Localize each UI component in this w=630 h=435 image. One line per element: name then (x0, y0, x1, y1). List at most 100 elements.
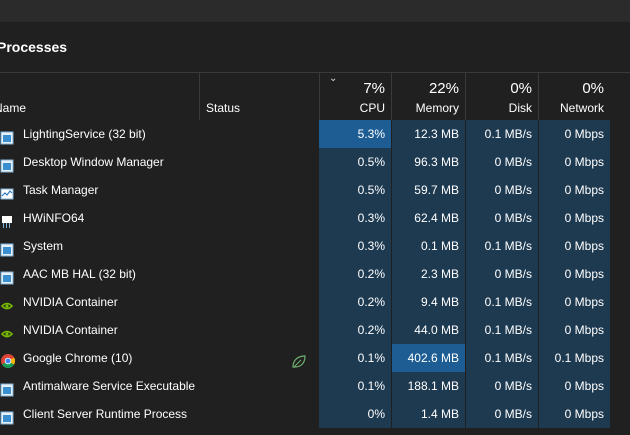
process-status-cell (199, 232, 319, 260)
table-row[interactable]: NVIDIA Container 0.2% 44.0 MB 0.1 MB/s 0 Mbp… (0, 316, 630, 344)
column-header-name-label: Name (0, 101, 27, 115)
process-network-cell: 0 Mbps (538, 204, 610, 232)
process-name-cell[interactable]: Antimalware Service Executable (0, 372, 199, 400)
column-divider (391, 344, 392, 372)
memory-total-percent: 22% (428, 80, 459, 97)
process-name-cell[interactable]: LightingService (32 bit) (0, 120, 199, 148)
column-divider (391, 372, 392, 400)
chip-icon (0, 211, 14, 228)
efficiency-mode-leaf-icon (291, 351, 307, 379)
app-window-icon (0, 239, 14, 257)
column-divider (538, 232, 539, 260)
process-network-cell: 0 Mbps (538, 232, 610, 260)
process-status-cell (199, 372, 319, 400)
process-status-cell (199, 204, 319, 232)
process-memory-cell: 96.3 MB (391, 148, 465, 176)
process-cpu-cell: 0.5% (319, 148, 391, 176)
column-divider (465, 204, 466, 232)
column-divider (391, 232, 392, 260)
column-divider (538, 260, 539, 288)
column-divider (391, 176, 392, 204)
column-divider (391, 148, 392, 176)
process-status-cell (199, 120, 319, 148)
column-divider (465, 316, 466, 344)
table-row[interactable]: LightingService (32 bit) 5.3% 12.3 MB 0.1 M… (0, 120, 630, 148)
column-header-cpu-label: CPU (359, 101, 385, 115)
process-disk-cell: 0 MB/s (465, 148, 538, 176)
column-header-network[interactable]: 0% Network (538, 73, 610, 120)
column-divider (610, 120, 611, 148)
column-header-status[interactable]: Status (199, 73, 319, 120)
sort-descending-icon: ⌄ (329, 73, 338, 84)
process-network-cell: 0 Mbps (538, 372, 610, 400)
table-row[interactable]: Desktop Window Manager 0.5% 96.3 MB 0 MB/s 0… (0, 148, 630, 176)
process-status-cell (199, 316, 319, 344)
process-disk-cell: 0 MB/s (465, 400, 538, 428)
column-header-status-label: Status (206, 101, 241, 115)
table-row[interactable]: Client Server Runtime Process 0% 1.4 MB 0 M… (0, 400, 630, 428)
column-header-name[interactable]: Name (0, 73, 199, 120)
process-name-cell[interactable]: Desktop Window Manager (0, 148, 199, 176)
page-title: Processes (0, 39, 68, 55)
column-divider (538, 288, 539, 316)
column-divider (610, 260, 611, 288)
column-divider (391, 120, 392, 148)
column-divider (465, 400, 466, 428)
column-header-cpu[interactable]: ⌄ 7% CPU (319, 73, 391, 120)
process-name-cell[interactable]: NVIDIA Container (0, 316, 199, 344)
column-divider (465, 176, 466, 204)
column-divider (610, 204, 611, 232)
network-total-percent: 0% (582, 80, 604, 97)
process-name-cell[interactable]: Google Chrome (10) (0, 344, 199, 372)
table-row[interactable]: Task Manager 0.5% 59.7 MB 0 MB/s 0 Mbps (0, 176, 630, 204)
table-row[interactable]: NVIDIA Container 0.2% 9.4 MB 0.1 MB/s 0 Mbps (0, 288, 630, 316)
process-disk-cell: 0.1 MB/s (465, 232, 538, 260)
process-memory-cell: 1.4 MB (391, 400, 465, 428)
table-row[interactable]: AAC MB HAL (32 bit) 0.2% 2.3 MB 0 MB/s 0 Mbp… (0, 260, 630, 288)
process-name-cell[interactable]: Client Server Runtime Process (0, 400, 199, 428)
process-status-cell (199, 176, 319, 204)
column-divider (465, 372, 466, 400)
process-cpu-cell: 0% (319, 400, 391, 428)
process-name: NVIDIA Container (23, 323, 118, 337)
process-cpu-cell: 0.2% (319, 316, 391, 344)
process-name-cell[interactable]: AAC MB HAL (32 bit) (0, 260, 199, 288)
process-name-cell[interactable]: System (0, 232, 199, 260)
table-row[interactable]: System 0.3% 0.1 MB 0.1 MB/s 0 Mbps (0, 232, 630, 260)
process-name-cell[interactable]: NVIDIA Container (0, 288, 199, 316)
app-window-icon (0, 267, 14, 285)
column-divider (391, 288, 392, 316)
process-status-cell (199, 288, 319, 316)
process-network-cell: 0 Mbps (538, 400, 610, 428)
process-cpu-cell: 0.1% (319, 344, 391, 372)
process-name: Google Chrome (10) (23, 351, 133, 365)
column-header-disk[interactable]: 0% Disk (465, 73, 538, 120)
app-window-icon (0, 407, 14, 425)
process-name: HWiNFO64 (23, 211, 85, 225)
process-memory-cell: 59.7 MB (391, 176, 465, 204)
table-row[interactable]: Antimalware Service Executable 0.1% 188.1 … (0, 372, 630, 400)
process-disk-cell: 0 MB/s (465, 260, 538, 288)
table-row[interactable]: Google Chrome (10) 0.1% 402.6 MB 0.1 MB/s 0.… (0, 344, 630, 372)
column-divider (391, 316, 392, 344)
process-network-cell: 0 Mbps (538, 176, 610, 204)
process-name-cell[interactable]: Task Manager (0, 176, 199, 204)
column-divider (465, 232, 466, 260)
process-name: Antimalware Service Executable (23, 379, 196, 393)
column-header-memory[interactable]: 22% Memory (391, 73, 465, 120)
column-divider (538, 204, 539, 232)
app-window-icon (0, 127, 14, 145)
process-name-cell[interactable]: HWiNFO64 (0, 204, 199, 232)
column-divider (538, 400, 539, 428)
column-divider (538, 372, 539, 400)
table-row[interactable]: HWiNFO64 0.3% 62.4 MB 0 MB/s 0 Mbps (0, 204, 630, 232)
process-cpu-cell: 0.3% (319, 204, 391, 232)
process-disk-cell: 0.1 MB/s (465, 316, 538, 344)
app-window-icon (0, 155, 14, 173)
process-status-cell (199, 400, 319, 428)
column-divider (610, 400, 611, 428)
process-memory-cell: 62.4 MB (391, 204, 465, 232)
process-network-cell: 0.1 Mbps (538, 344, 610, 372)
process-cpu-cell: 0.2% (319, 260, 391, 288)
window-top-strip (0, 0, 630, 22)
